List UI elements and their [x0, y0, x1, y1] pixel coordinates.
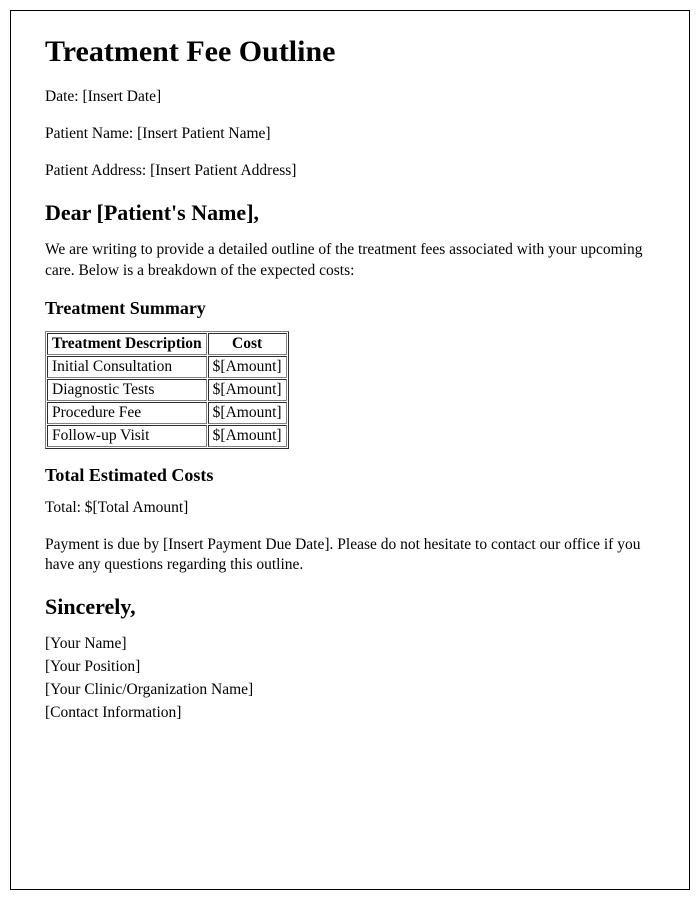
cell-description: Procedure Fee: [47, 402, 207, 424]
cell-description: Diagnostic Tests: [47, 379, 207, 401]
treatment-summary-heading: Treatment Summary: [45, 298, 655, 319]
total-heading: Total Estimated Costs: [45, 465, 655, 486]
signature-name: [Your Name]: [45, 634, 655, 655]
patient-name-line: Patient Name: [Insert Patient Name]: [45, 124, 655, 145]
patient-address-value: [Insert Patient Address]: [150, 162, 296, 179]
signature-position: [Your Position]: [45, 657, 655, 678]
salutation: Dear [Patient's Name],: [45, 200, 655, 226]
table-row: Initial Consultation $[Amount]: [47, 356, 287, 378]
cell-cost: $[Amount]: [208, 379, 287, 401]
col-header-description: Treatment Description: [47, 333, 207, 355]
patient-address-label: Patient Address:: [45, 162, 150, 179]
document-title: Treatment Fee Outline: [45, 35, 655, 69]
cell-cost: $[Amount]: [208, 356, 287, 378]
document-page: Treatment Fee Outline Date: [Insert Date…: [10, 10, 690, 890]
cell-description: Initial Consultation: [47, 356, 207, 378]
date-value: [Insert Date]: [82, 88, 161, 105]
cell-cost: $[Amount]: [208, 402, 287, 424]
intro-paragraph: We are writing to provide a detailed out…: [45, 240, 655, 282]
treatment-table: Treatment Description Cost Initial Consu…: [45, 331, 289, 449]
date-label: Date:: [45, 88, 82, 105]
patient-name-label: Patient Name:: [45, 125, 137, 142]
table-header-row: Treatment Description Cost: [47, 333, 287, 355]
signature-org: [Your Clinic/Organization Name]: [45, 680, 655, 701]
signature-block: [Your Name] [Your Position] [Your Clinic…: [45, 634, 655, 724]
date-line: Date: [Insert Date]: [45, 87, 655, 108]
closing: Sincerely,: [45, 594, 655, 620]
total-line: Total: $[Total Amount]: [45, 498, 655, 519]
cell-cost: $[Amount]: [208, 425, 287, 447]
table-row: Follow-up Visit $[Amount]: [47, 425, 287, 447]
patient-name-value: [Insert Patient Name]: [137, 125, 270, 142]
payment-line: Payment is due by [Insert Payment Due Da…: [45, 535, 655, 577]
patient-address-line: Patient Address: [Insert Patient Address…: [45, 161, 655, 182]
col-header-cost: Cost: [208, 333, 287, 355]
cell-description: Follow-up Visit: [47, 425, 207, 447]
signature-contact: [Contact Information]: [45, 703, 655, 724]
table-row: Procedure Fee $[Amount]: [47, 402, 287, 424]
table-row: Diagnostic Tests $[Amount]: [47, 379, 287, 401]
